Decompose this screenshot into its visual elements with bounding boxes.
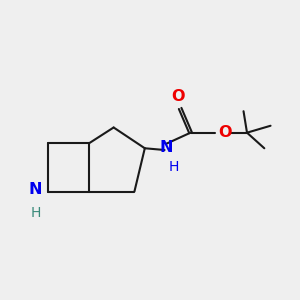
- Text: H: H: [169, 160, 179, 174]
- Text: O: O: [218, 125, 232, 140]
- Text: O: O: [172, 89, 185, 104]
- Text: N: N: [28, 182, 42, 197]
- Text: N: N: [160, 140, 173, 155]
- Text: H: H: [31, 206, 41, 220]
